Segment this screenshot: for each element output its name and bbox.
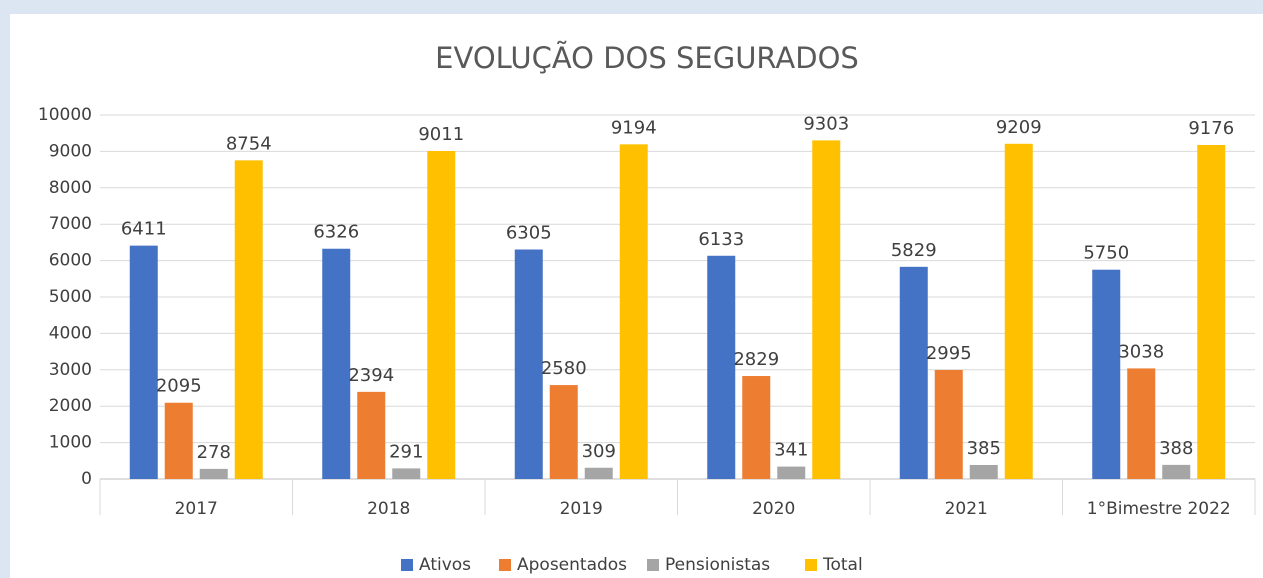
data-label: 8754 bbox=[226, 133, 272, 154]
data-label: 9194 bbox=[611, 117, 657, 138]
data-label: 6305 bbox=[506, 222, 552, 243]
y-tick-label: 5000 bbox=[49, 287, 92, 307]
bar bbox=[234, 160, 263, 479]
bar bbox=[392, 468, 421, 479]
bar bbox=[742, 376, 771, 479]
data-label: 291 bbox=[389, 441, 423, 462]
data-label: 341 bbox=[774, 440, 808, 461]
data-label: 9011 bbox=[418, 124, 464, 145]
bar bbox=[199, 468, 228, 479]
data-label: 2995 bbox=[926, 343, 972, 364]
y-tick-label: 6000 bbox=[49, 251, 92, 271]
legend-label: Pensionistas bbox=[665, 555, 770, 575]
data-label: 9209 bbox=[996, 117, 1042, 138]
y-tick-label: 4000 bbox=[49, 323, 92, 343]
legend-label: Aposentados bbox=[517, 555, 627, 575]
bar bbox=[1127, 368, 1156, 479]
bar bbox=[934, 369, 963, 479]
data-label: 5829 bbox=[891, 240, 937, 261]
y-tick-label: 7000 bbox=[49, 214, 92, 234]
data-label: 385 bbox=[967, 438, 1001, 459]
x-tick-label: 2019 bbox=[560, 499, 603, 519]
bar bbox=[777, 466, 806, 479]
data-label: 6133 bbox=[698, 229, 744, 250]
data-label: 388 bbox=[1159, 438, 1193, 459]
data-label: 9303 bbox=[803, 113, 849, 134]
bar bbox=[357, 391, 386, 479]
bar bbox=[812, 140, 841, 480]
x-tick-label: 2020 bbox=[752, 499, 795, 519]
data-label: 2580 bbox=[541, 358, 587, 379]
bar bbox=[129, 245, 158, 479]
legend-swatch bbox=[647, 559, 659, 571]
chart-title: EVOLUÇÃO DOS SEGURADOS bbox=[435, 41, 859, 75]
data-label: 5750 bbox=[1083, 243, 1129, 264]
y-tick-label: 2000 bbox=[49, 396, 92, 416]
y-tick-label: 8000 bbox=[49, 178, 92, 198]
bar bbox=[584, 467, 613, 479]
legend-swatch bbox=[401, 559, 413, 571]
x-tick-label: 2021 bbox=[945, 499, 988, 519]
bar bbox=[707, 255, 736, 479]
data-label: 3038 bbox=[1118, 341, 1164, 362]
bar bbox=[619, 144, 648, 480]
bar bbox=[322, 248, 351, 479]
data-label: 2394 bbox=[348, 365, 394, 386]
y-tick-label: 10000 bbox=[38, 105, 92, 125]
bar bbox=[1162, 464, 1191, 479]
legend-swatch bbox=[805, 559, 817, 571]
x-tick-label: 2018 bbox=[367, 499, 410, 519]
y-tick-label: 3000 bbox=[49, 360, 92, 380]
bar bbox=[514, 249, 543, 479]
data-label: 278 bbox=[197, 442, 231, 463]
bar bbox=[899, 266, 928, 479]
bar bbox=[969, 464, 998, 479]
bar bbox=[1004, 143, 1033, 479]
bar bbox=[427, 150, 456, 479]
legend-label: Ativos bbox=[419, 555, 471, 575]
bar bbox=[1197, 144, 1226, 480]
data-label: 6411 bbox=[121, 219, 167, 240]
x-tick-label: 2017 bbox=[175, 499, 218, 519]
data-label: 6326 bbox=[313, 222, 359, 243]
data-label: 2829 bbox=[733, 349, 779, 370]
data-label: 9176 bbox=[1188, 118, 1234, 139]
bar bbox=[549, 385, 578, 479]
bar bbox=[1092, 269, 1121, 479]
data-label: 2095 bbox=[156, 376, 202, 397]
data-label: 309 bbox=[582, 441, 616, 462]
legend-label: Total bbox=[822, 555, 863, 575]
y-tick-label: 0 bbox=[81, 469, 92, 489]
y-tick-label: 1000 bbox=[49, 433, 92, 453]
legend-swatch bbox=[499, 559, 511, 571]
bar bbox=[164, 402, 193, 479]
y-tick-label: 9000 bbox=[49, 141, 92, 161]
x-tick-label: 1°Bimestre 2022 bbox=[1087, 499, 1231, 519]
